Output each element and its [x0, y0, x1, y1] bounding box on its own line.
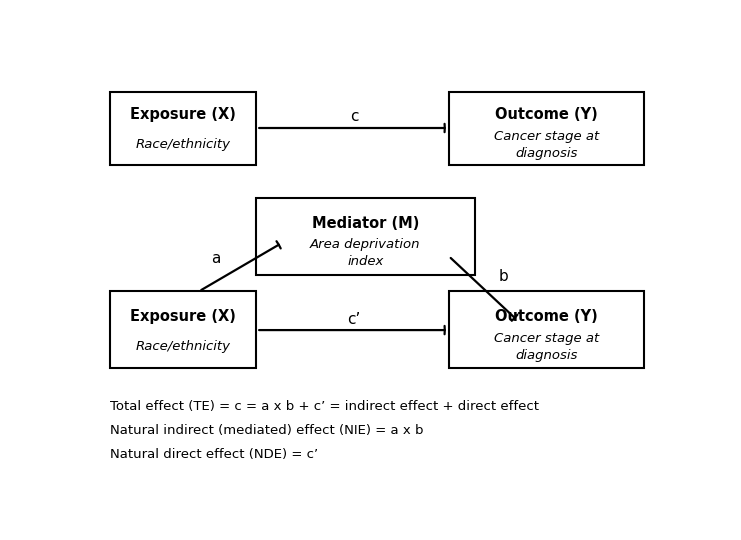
Text: c: c: [350, 109, 358, 124]
Text: c’: c’: [348, 312, 361, 327]
Text: Natural direct effect (NDE) = c’: Natural direct effect (NDE) = c’: [110, 448, 318, 461]
Text: Natural indirect (mediated) effect (NIE) = a x b: Natural indirect (mediated) effect (NIE)…: [110, 424, 423, 437]
Text: Outcome (Y): Outcome (Y): [495, 309, 598, 324]
Text: Race/ethnicity: Race/ethnicity: [136, 340, 230, 353]
FancyBboxPatch shape: [448, 92, 644, 165]
Text: a: a: [211, 251, 221, 266]
Text: Total effect (TE) = c = a x b + c’ = indirect effect + direct effect: Total effect (TE) = c = a x b + c’ = ind…: [110, 400, 539, 413]
Text: Outcome (Y): Outcome (Y): [495, 107, 598, 123]
FancyBboxPatch shape: [448, 292, 644, 368]
Text: Mediator (M): Mediator (M): [312, 215, 419, 231]
Text: Area deprivation
index: Area deprivation index: [310, 238, 421, 268]
Text: Exposure (X): Exposure (X): [130, 309, 236, 324]
FancyBboxPatch shape: [110, 92, 256, 165]
Text: Exposure (X): Exposure (X): [130, 107, 236, 123]
Text: Cancer stage at
diagnosis: Cancer stage at diagnosis: [494, 332, 599, 361]
FancyBboxPatch shape: [110, 292, 256, 368]
Text: Cancer stage at
diagnosis: Cancer stage at diagnosis: [494, 130, 599, 160]
Text: b: b: [499, 269, 508, 285]
Text: Race/ethnicity: Race/ethnicity: [136, 138, 230, 151]
FancyBboxPatch shape: [256, 198, 474, 275]
